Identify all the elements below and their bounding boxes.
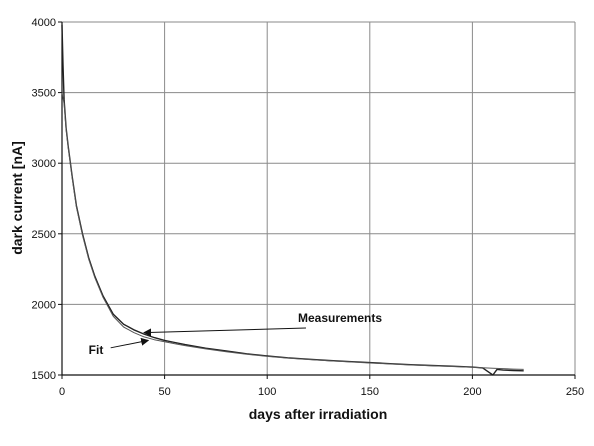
x-tick-label: 250 <box>566 386 584 398</box>
y-tick-label: 2500 <box>32 229 56 241</box>
annotation-fit: Fit <box>89 343 104 357</box>
x-axis-title: days after irradiation <box>249 406 388 422</box>
y-tick-label: 2000 <box>32 299 56 311</box>
x-tick-label: 0 <box>59 386 65 398</box>
series-group <box>61 24 524 376</box>
x-tick-label: 200 <box>463 386 481 398</box>
annotation-arrow <box>110 337 150 349</box>
annotations: Measurements Fit <box>89 311 383 357</box>
x-tick-label: 50 <box>158 386 170 398</box>
x-tick-label: 150 <box>361 386 379 398</box>
y-axis-title: dark current [nA] <box>9 141 25 255</box>
x-tick-label: 100 <box>258 386 276 398</box>
plot-background <box>62 22 575 375</box>
y-tick-label: 3000 <box>32 158 56 170</box>
series-line-fit <box>61 92 524 370</box>
y-tick-label: 4000 <box>32 17 56 29</box>
axes: 1500 2000 2500 3000 3500 4000 0 50 100 150 200 250 <box>32 17 585 398</box>
annotation-arrow <box>143 327 306 337</box>
grid <box>62 21 576 375</box>
y-tick-label: 3500 <box>32 88 56 100</box>
y-tick-label: 1500 <box>32 370 56 382</box>
annotation-measurements: Measurements <box>298 311 382 325</box>
